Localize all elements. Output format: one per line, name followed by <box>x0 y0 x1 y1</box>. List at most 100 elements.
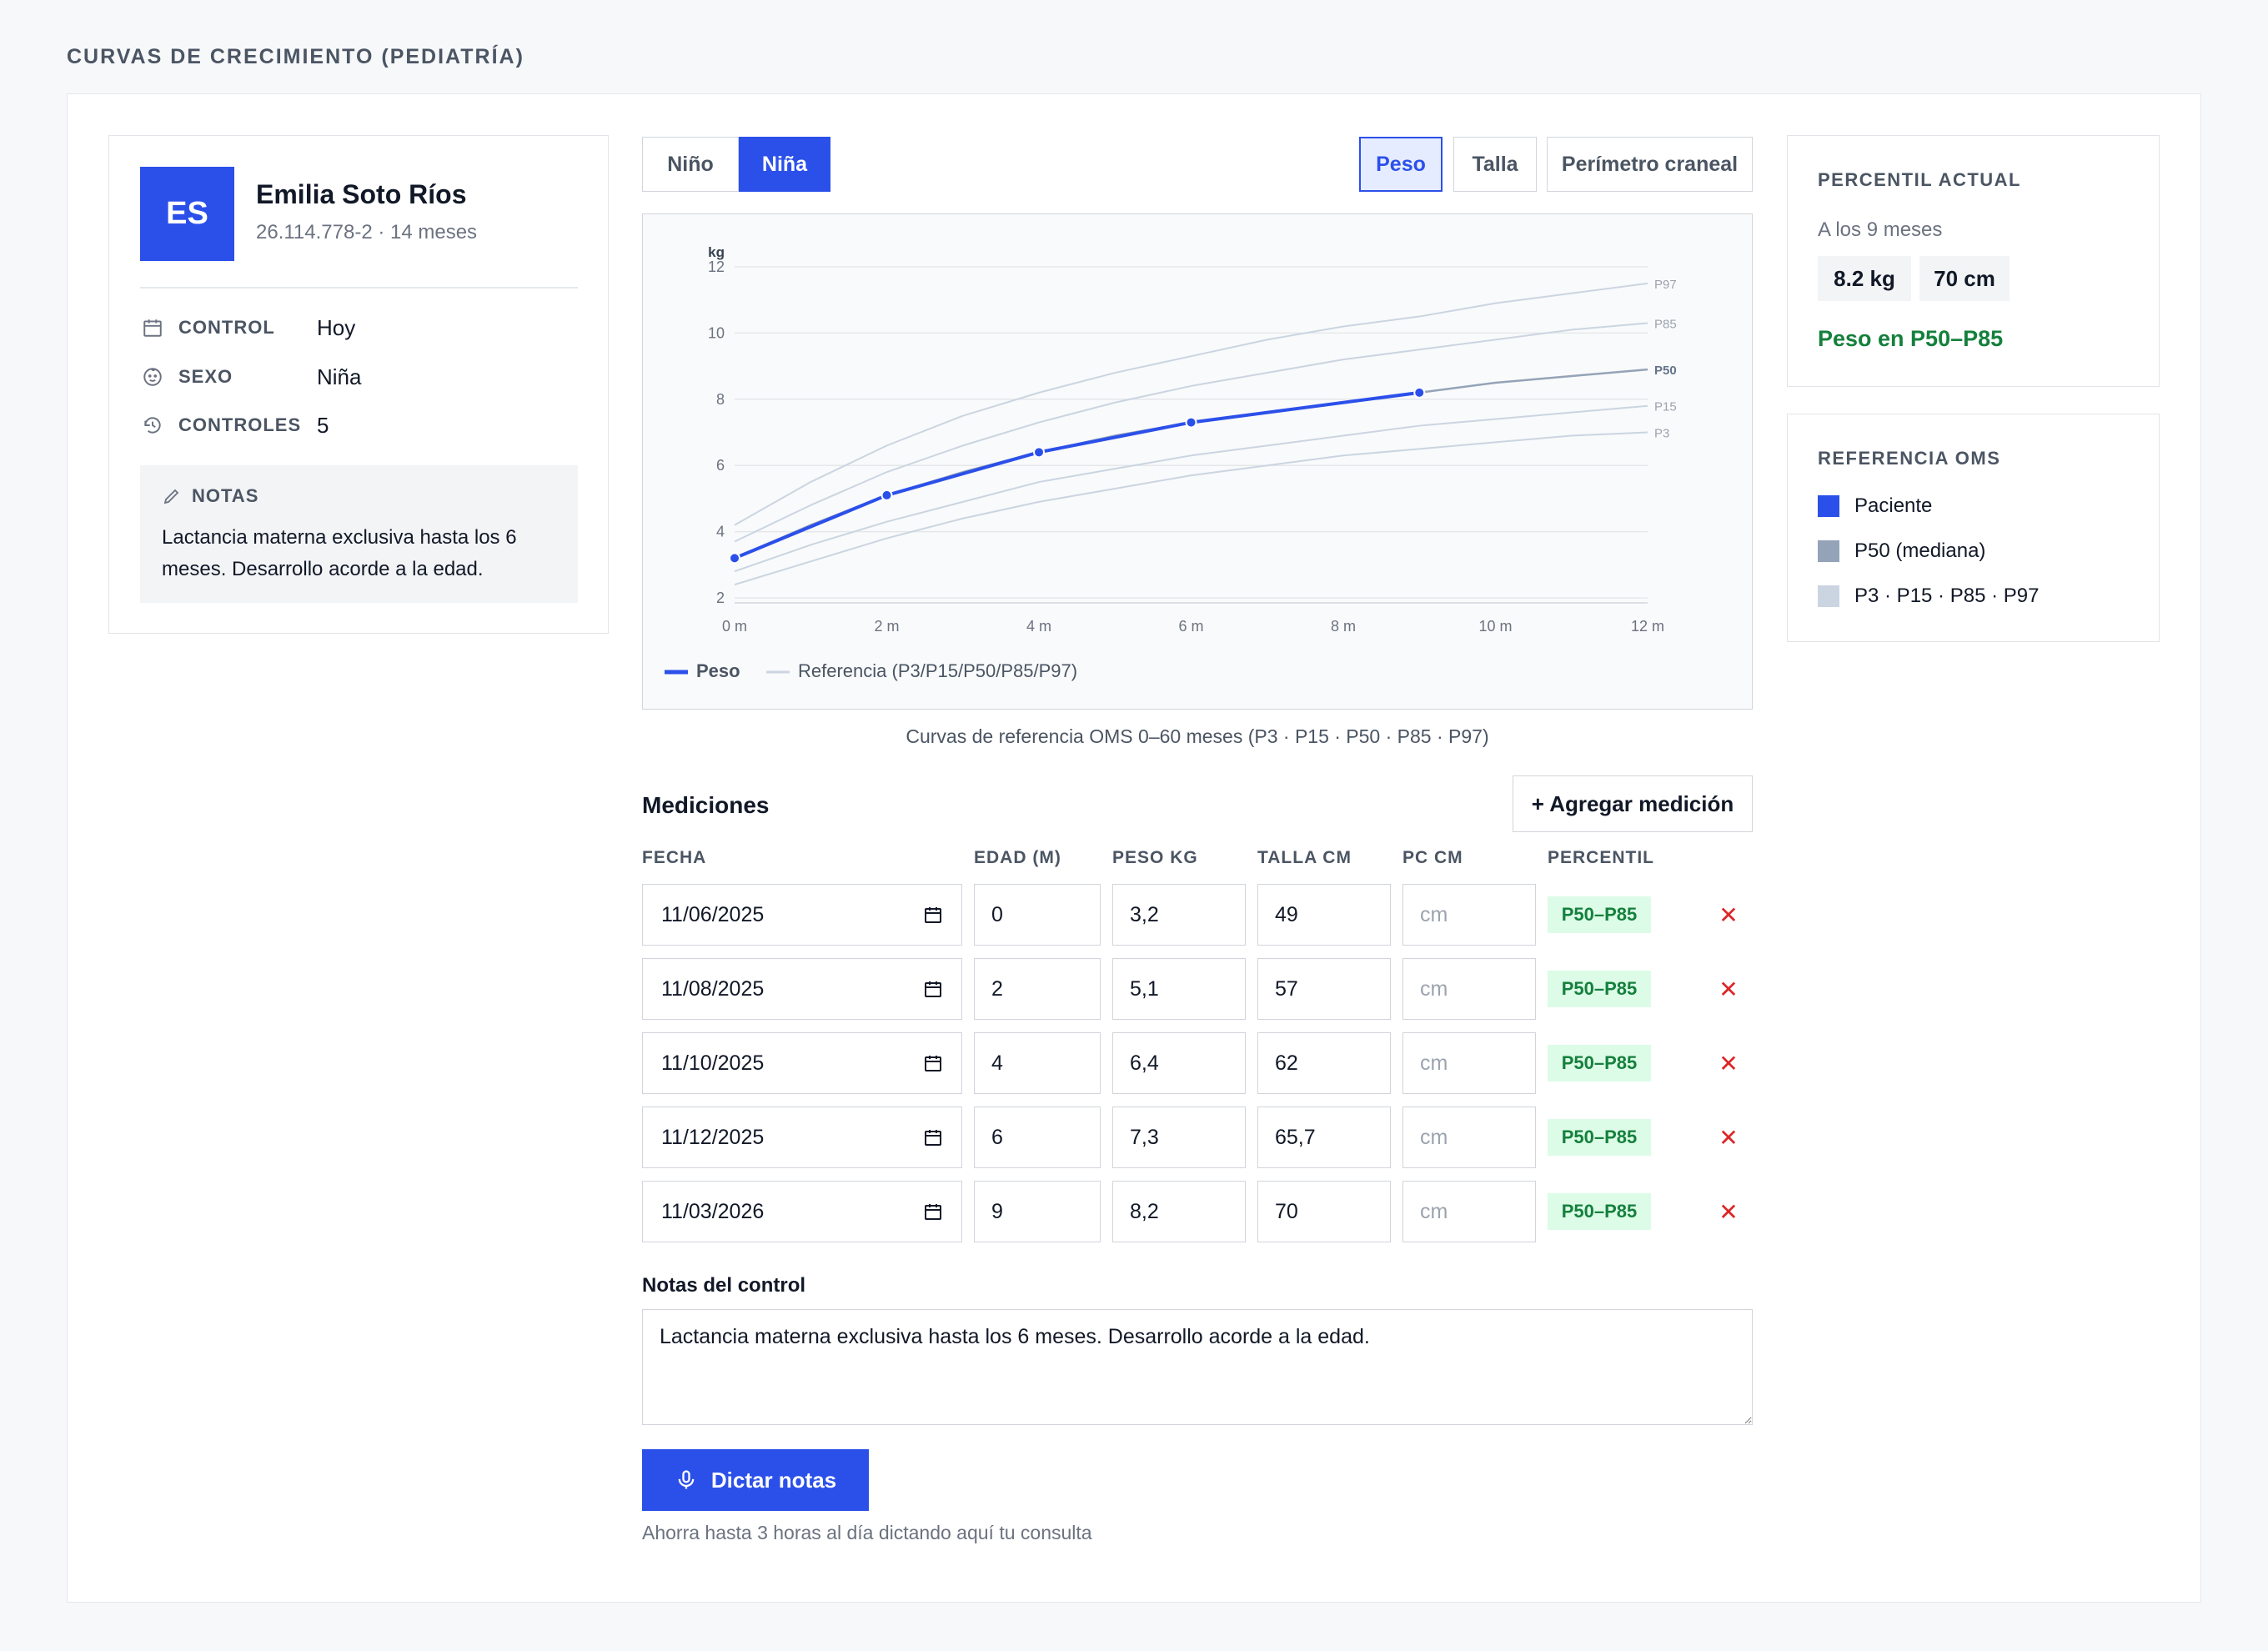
growth-chart: 2 4 6 8 10 12 kg 0 m 2 m 4 m 6 m 8 m 10 m 12 m P3 P15 P5… <box>642 213 1753 710</box>
measurements-title: Mediciones <box>642 792 770 818</box>
panel-subtitle: A los 9 meses <box>1818 218 1943 241</box>
notes-header: NOTAS <box>162 485 556 507</box>
dictate-notes-button[interactable]: Dictar notas <box>642 1449 869 1511</box>
legend-label: Peso <box>696 660 740 681</box>
y-tick-label: 10 <box>708 324 725 341</box>
y-tick-label: 8 <box>716 391 725 408</box>
calendar-icon[interactable] <box>923 905 943 925</box>
current-percentile-panel: PERCENTIL ACTUAL A los 9 meses 8.2 kg 70… <box>1787 135 2160 387</box>
age-input[interactable]: 2 <box>974 958 1101 1020</box>
date-input[interactable]: 11/06/2025 <box>642 884 962 946</box>
microphone-icon <box>678 1470 695 1489</box>
height-input[interactable]: 65,7 <box>1257 1107 1391 1168</box>
baby-face-icon <box>140 364 165 389</box>
delete-row-button[interactable]: ✕ <box>1719 1198 1739 1225</box>
weight-input[interactable]: 6,4 <box>1112 1032 1246 1094</box>
dictate-hint: Ahorra hasta 3 horas al día dictando aqu… <box>642 1522 1092 1543</box>
weight-input[interactable]: 5,1 <box>1112 958 1246 1020</box>
x-tick-label: 4 m <box>1026 618 1051 635</box>
col-header-percentil: PERCENTIL <box>1548 848 1655 867</box>
info-value: 5 <box>317 412 329 438</box>
calendar-icon[interactable] <box>923 1127 943 1147</box>
calendar-icon[interactable] <box>923 1202 943 1222</box>
head-circumference-input[interactable]: cm <box>1402 1107 1536 1168</box>
divider <box>140 287 578 289</box>
chart-caption: Curvas de referencia OMS 0–60 meses (P3 … <box>906 725 1489 747</box>
calendar-icon[interactable] <box>923 1053 943 1073</box>
notes-title: NOTAS <box>192 485 259 506</box>
age-input[interactable]: 9 <box>974 1181 1101 1242</box>
weight-input[interactable]: 7,3 <box>1112 1107 1246 1168</box>
add-measurement-button[interactable]: + Agregar medición <box>1513 775 1753 832</box>
head-circumference-input[interactable]: cm <box>1402 1181 1536 1242</box>
height-input[interactable]: 62 <box>1257 1032 1391 1094</box>
y-axis-label: kg <box>708 244 725 260</box>
tab-peso[interactable]: Peso <box>1359 137 1443 192</box>
panel-title: PERCENTIL ACTUAL <box>1818 169 2021 190</box>
height-input[interactable]: 57 <box>1257 958 1391 1020</box>
date-input[interactable]: 11/12/2025 <box>642 1107 962 1168</box>
page-title: CURVAS DE CRECIMIENTO (PEDIATRÍA) <box>67 45 524 68</box>
height-input[interactable]: 49 <box>1257 884 1391 946</box>
percentile-badge: P50–P85 <box>1548 896 1651 933</box>
head-circumference-input[interactable]: cm <box>1402 1032 1536 1094</box>
series-label: P85 <box>1654 317 1677 331</box>
sex-option-nina[interactable]: Niña <box>739 137 830 192</box>
data-point <box>1033 446 1045 459</box>
weight-pill: 8.2 kg <box>1818 256 1911 301</box>
series-label: P15 <box>1654 400 1677 414</box>
legend-item-reference: P3 · P15 · P85 · P97 <box>1818 585 2039 608</box>
legend-swatch <box>1818 495 1839 517</box>
sex-option-nino[interactable]: Niño <box>642 137 739 192</box>
control-notes-textarea[interactable]: Lactancia materna exclusiva hasta los 6 … <box>642 1309 1753 1425</box>
head-circumference-input[interactable]: cm <box>1402 958 1536 1020</box>
y-tick-label: 12 <box>708 258 725 275</box>
col-header-edad: EDAD (M) <box>974 848 1061 867</box>
date-input[interactable]: 11/08/2025 <box>642 958 962 1020</box>
x-tick-label: 10 m <box>1478 618 1512 635</box>
height-pill: 70 cm <box>1919 256 2010 301</box>
date-value: 11/06/2025 <box>661 902 765 926</box>
tab-perimetro-craneal[interactable]: Perímetro craneal <box>1547 137 1753 192</box>
x-tick-label: 6 m <box>1178 618 1203 635</box>
x-tick-label: 8 m <box>1331 618 1356 635</box>
date-value: 11/08/2025 <box>661 976 765 1001</box>
col-header-peso: PESO KG <box>1112 848 1198 867</box>
series-label: P3 <box>1654 427 1669 441</box>
series-line-p3 <box>734 431 1648 586</box>
delete-row-button[interactable]: ✕ <box>1719 1124 1739 1151</box>
series-line-p97 <box>734 282 1648 526</box>
age-input[interactable]: 6 <box>974 1107 1101 1168</box>
date-value: 11/10/2025 <box>661 1051 765 1075</box>
info-value: Hoy <box>317 314 356 340</box>
height-input[interactable]: 70 <box>1257 1181 1391 1242</box>
delete-row-button[interactable]: ✕ <box>1719 976 1739 1002</box>
history-icon <box>140 413 165 438</box>
col-header-talla: TALLA CM <box>1257 848 1352 867</box>
legend-item-median: P50 (mediana) <box>1818 539 1985 563</box>
delete-row-button[interactable]: ✕ <box>1719 1050 1739 1076</box>
y-tick-label: 6 <box>716 457 725 474</box>
panel-title: REFERENCIA OMS <box>1818 448 2001 469</box>
patient-card: ES Emilia Soto Ríos 26.114.778-2 · 14 me… <box>108 135 609 634</box>
calendar-icon[interactable] <box>923 979 943 999</box>
delete-row-button[interactable]: ✕ <box>1719 901 1739 928</box>
weight-input[interactable]: 3,2 <box>1112 884 1246 946</box>
age-input[interactable]: 4 <box>974 1032 1101 1094</box>
percentile-badge: P50–P85 <box>1548 1119 1651 1156</box>
info-row-control: CONTROL Hoy <box>140 311 578 344</box>
data-point <box>1413 386 1426 399</box>
series-label: P50 <box>1654 364 1677 378</box>
series-line-p50 <box>734 368 1648 560</box>
data-point <box>881 489 893 501</box>
patient-notes: NOTAS Lactancia materna exclusiva hasta … <box>140 465 578 603</box>
legend-swatch <box>1818 585 1839 607</box>
tab-talla[interactable]: Talla <box>1453 137 1537 192</box>
date-input[interactable]: 11/10/2025 <box>642 1032 962 1094</box>
legend-label: Paciente <box>1854 494 1933 517</box>
legend-swatch <box>1818 540 1839 562</box>
head-circumference-input[interactable]: cm <box>1402 884 1536 946</box>
date-input[interactable]: 11/03/2026 <box>642 1181 962 1242</box>
weight-input[interactable]: 8,2 <box>1112 1181 1246 1242</box>
age-input[interactable]: 0 <box>974 884 1101 946</box>
